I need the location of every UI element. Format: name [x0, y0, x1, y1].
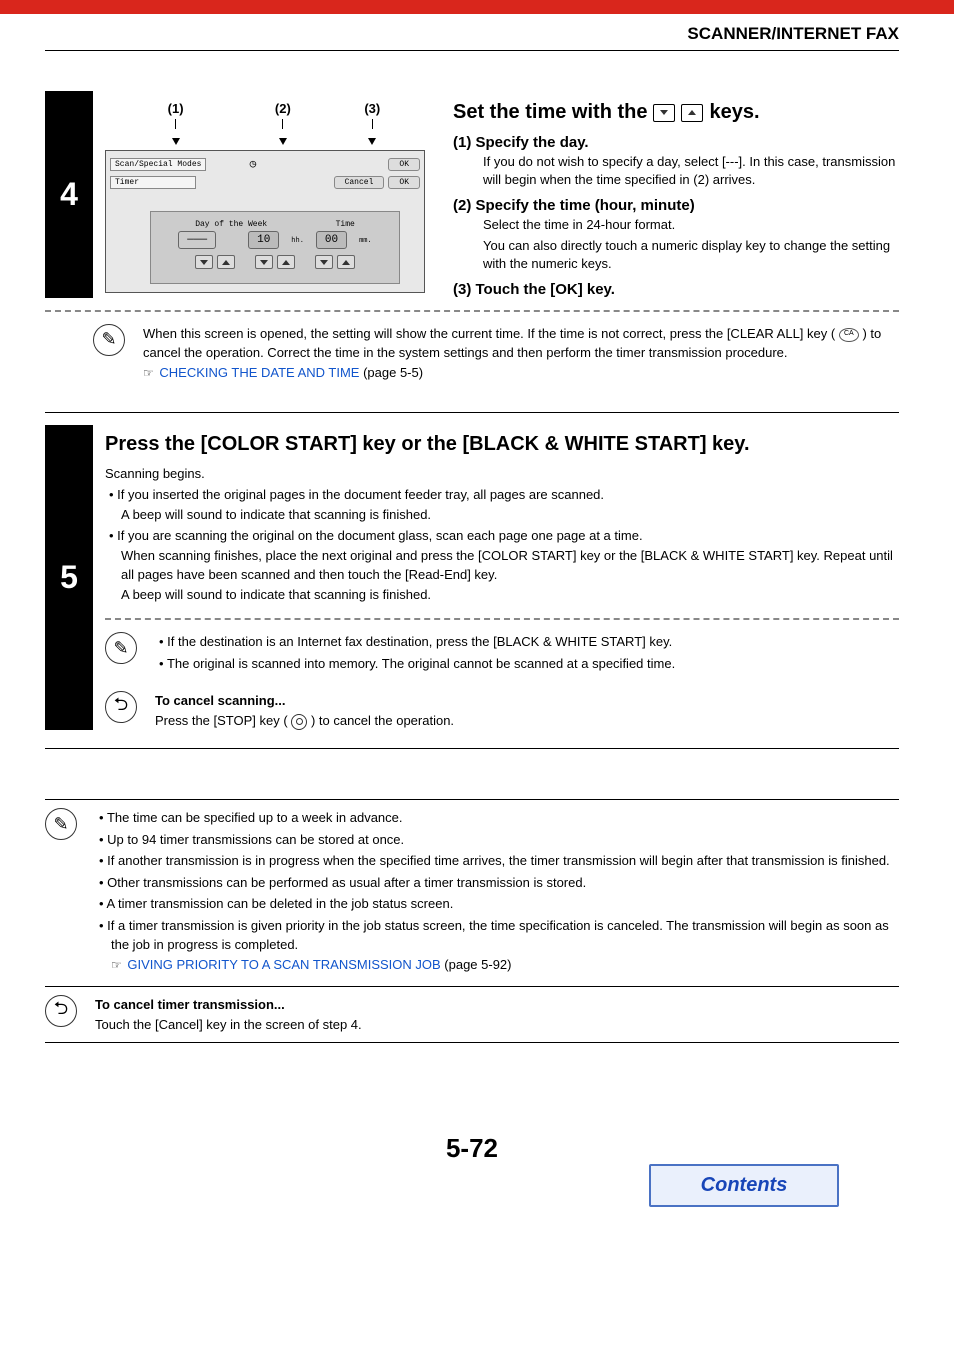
step4-sub1-p: If you do not wish to specify a day, sel… [483, 153, 899, 189]
page-content: SCANNER/INTERNET FAX 4 (1) (2) (3) Scan/… [0, 14, 954, 1254]
min-up[interactable] [337, 255, 355, 269]
step-5: 5 Press the [COLOR START] key or the [BL… [45, 425, 899, 730]
day-up[interactable] [217, 255, 235, 269]
rule-after-5 [45, 748, 899, 749]
bn-3: If another transmission is in progress w… [99, 851, 899, 871]
callout-labels: (1) (2) (3) [105, 101, 425, 118]
step4-note: ✎ When this screen is opened, the settin… [45, 324, 899, 383]
header-rule [45, 50, 899, 51]
lcd-mm: mm. [359, 237, 372, 245]
step5-b1b: A beep will sound to indicate that scann… [121, 507, 431, 522]
rule-bottom-mid [45, 986, 899, 987]
callout-arrows [105, 118, 425, 150]
hour-up[interactable] [277, 255, 295, 269]
back-arrow-icon-2: ⮌ [45, 995, 77, 1027]
bottom-cancel-block: ⮌ To cancel timer transmission... Touch … [45, 995, 899, 1034]
callout-1: (1) [113, 101, 238, 116]
step4-title: Set the time with the keys. [453, 101, 899, 124]
step5-cancel-p-pre: Press the [STOP] key ( [155, 713, 288, 728]
lcd-inner-panel: Day of the Week Time ——— 10 hh. 00 mm. [150, 211, 400, 284]
back-arrow-icon: ⮌ [105, 691, 137, 723]
bn-2: Up to 94 timer transmissions can be stor… [99, 830, 899, 850]
lcd-screen: Scan/Special Modes ◷ OK Timer Cancel OK [105, 150, 425, 293]
up-key-icon [681, 104, 703, 122]
lcd-cancel[interactable]: Cancel [334, 176, 385, 189]
bn-1: The time can be specified up to a week i… [99, 808, 899, 828]
lcd-timer-label: Timer [110, 176, 196, 189]
step-number-5: 5 [45, 425, 93, 730]
hour-down[interactable] [255, 255, 273, 269]
down-key-icon [653, 104, 675, 122]
instructions-column: Set the time with the keys. (1) Specify … [453, 101, 899, 298]
step-4: 4 (1) (2) (3) Scan/Special Modes ◷ [45, 91, 899, 298]
step5-note-1: ✎ If the destination is an Internet fax … [105, 632, 899, 675]
rule-bottom-end [45, 1042, 899, 1043]
bottom-cancel-h: To cancel timer transmission... [95, 997, 285, 1012]
step4-sub1-h: (1) Specify the day. [453, 134, 899, 151]
bn-5: A timer transmission can be deleted in t… [99, 894, 899, 914]
step4-sub3-h: (3) Touch the [OK] key. [453, 281, 899, 298]
pencil-note-icon: ✎ [93, 324, 125, 356]
step5-b2a: If you are scanning the original on the … [117, 528, 642, 543]
stop-key-icon [291, 714, 307, 730]
rule-before-5 [45, 412, 899, 413]
step4-sub2-p2: You can also directly touch a numeric di… [483, 237, 899, 273]
clock-icon: ◷ [210, 157, 295, 171]
step4-sub2-h: (2) Specify the time (hour, minute) [453, 197, 899, 214]
rule-bottom-top [45, 799, 899, 800]
pointer-icon-2: ☞ [111, 958, 122, 972]
bottom-cancel-p: Touch the [Cancel] key in the screen of … [95, 1017, 362, 1032]
page-number: 5-72 [45, 1133, 899, 1164]
dash-sep-1 [45, 310, 899, 312]
step-number-4: 4 [45, 91, 93, 298]
step4-sub2-p1: Select the time in 24-hour format. [483, 216, 899, 234]
step5-b2b: When scanning finishes, place the next o… [121, 548, 893, 583]
lcd-minute[interactable]: 00 [316, 231, 347, 249]
pointer-icon: ☞ [143, 366, 154, 380]
step4-title-post: keys. [709, 101, 759, 124]
link-giving-priority[interactable]: GIVING PRIORITY TO A SCAN TRANSMISSION J… [127, 957, 440, 972]
step5-cancel: ⮌ To cancel scanning... Press the [STOP]… [105, 691, 899, 730]
min-down[interactable] [315, 255, 333, 269]
ca-icon: CA [839, 328, 859, 342]
step5-b2c: A beep will sound to indicate that scann… [121, 587, 431, 602]
step5-bullets: If you inserted the original pages in th… [105, 485, 899, 604]
lcd-hh: hh. [291, 237, 304, 245]
lcd-hour[interactable]: 10 [248, 231, 279, 249]
note-line1: When this screen is opened, the setting … [143, 326, 835, 341]
step4-title-pre: Set the time with the [453, 101, 647, 124]
lcd-time-label: Time [336, 220, 355, 229]
link-giving-priority-page: (page 5-92) [441, 957, 512, 972]
step5-cancel-h: To cancel scanning... [155, 693, 286, 708]
bottom-notes-block: ✎ The time can be specified up to a week… [45, 808, 899, 976]
lcd-ok-mid[interactable]: OK [388, 176, 420, 189]
bn-6: If a timer transmission is given priorit… [107, 918, 889, 953]
lcd-scan-modes: Scan/Special Modes [110, 158, 206, 171]
pencil-note-icon-3: ✎ [45, 808, 77, 840]
top-accent-bar [0, 0, 954, 14]
pencil-note-icon-2: ✎ [105, 632, 137, 664]
link-checking-date-page: (page 5-5) [359, 365, 423, 380]
step5-title: Press the [COLOR START] key or the [BLAC… [105, 433, 899, 456]
contents-button[interactable]: Contents [649, 1164, 839, 1207]
link-checking-date[interactable]: CHECKING THE DATE AND TIME [159, 365, 359, 380]
step5-note-b2: The original is scanned into memory. The… [159, 654, 899, 674]
lcd-ok-top[interactable]: OK [388, 158, 420, 171]
lcd-day-label: Day of the Week [195, 220, 267, 229]
lcd-column: (1) (2) (3) Scan/Special Modes ◷ OK [105, 101, 425, 298]
step5-cancel-p-post: ) to cancel the operation. [311, 713, 454, 728]
day-down[interactable] [195, 255, 213, 269]
step5-p1: Scanning begins. [105, 466, 899, 481]
dash-sep-2 [105, 618, 899, 620]
bn-4: Other transmissions can be performed as … [99, 873, 899, 893]
step5-b1a: If you inserted the original pages in th… [117, 487, 604, 502]
section-header: SCANNER/INTERNET FAX [45, 24, 899, 44]
step5-note-b1: If the destination is an Internet fax de… [159, 632, 899, 652]
callout-3: (3) [328, 101, 417, 116]
callout-2: (2) [238, 101, 327, 116]
lcd-day-value[interactable]: ——— [178, 231, 216, 249]
